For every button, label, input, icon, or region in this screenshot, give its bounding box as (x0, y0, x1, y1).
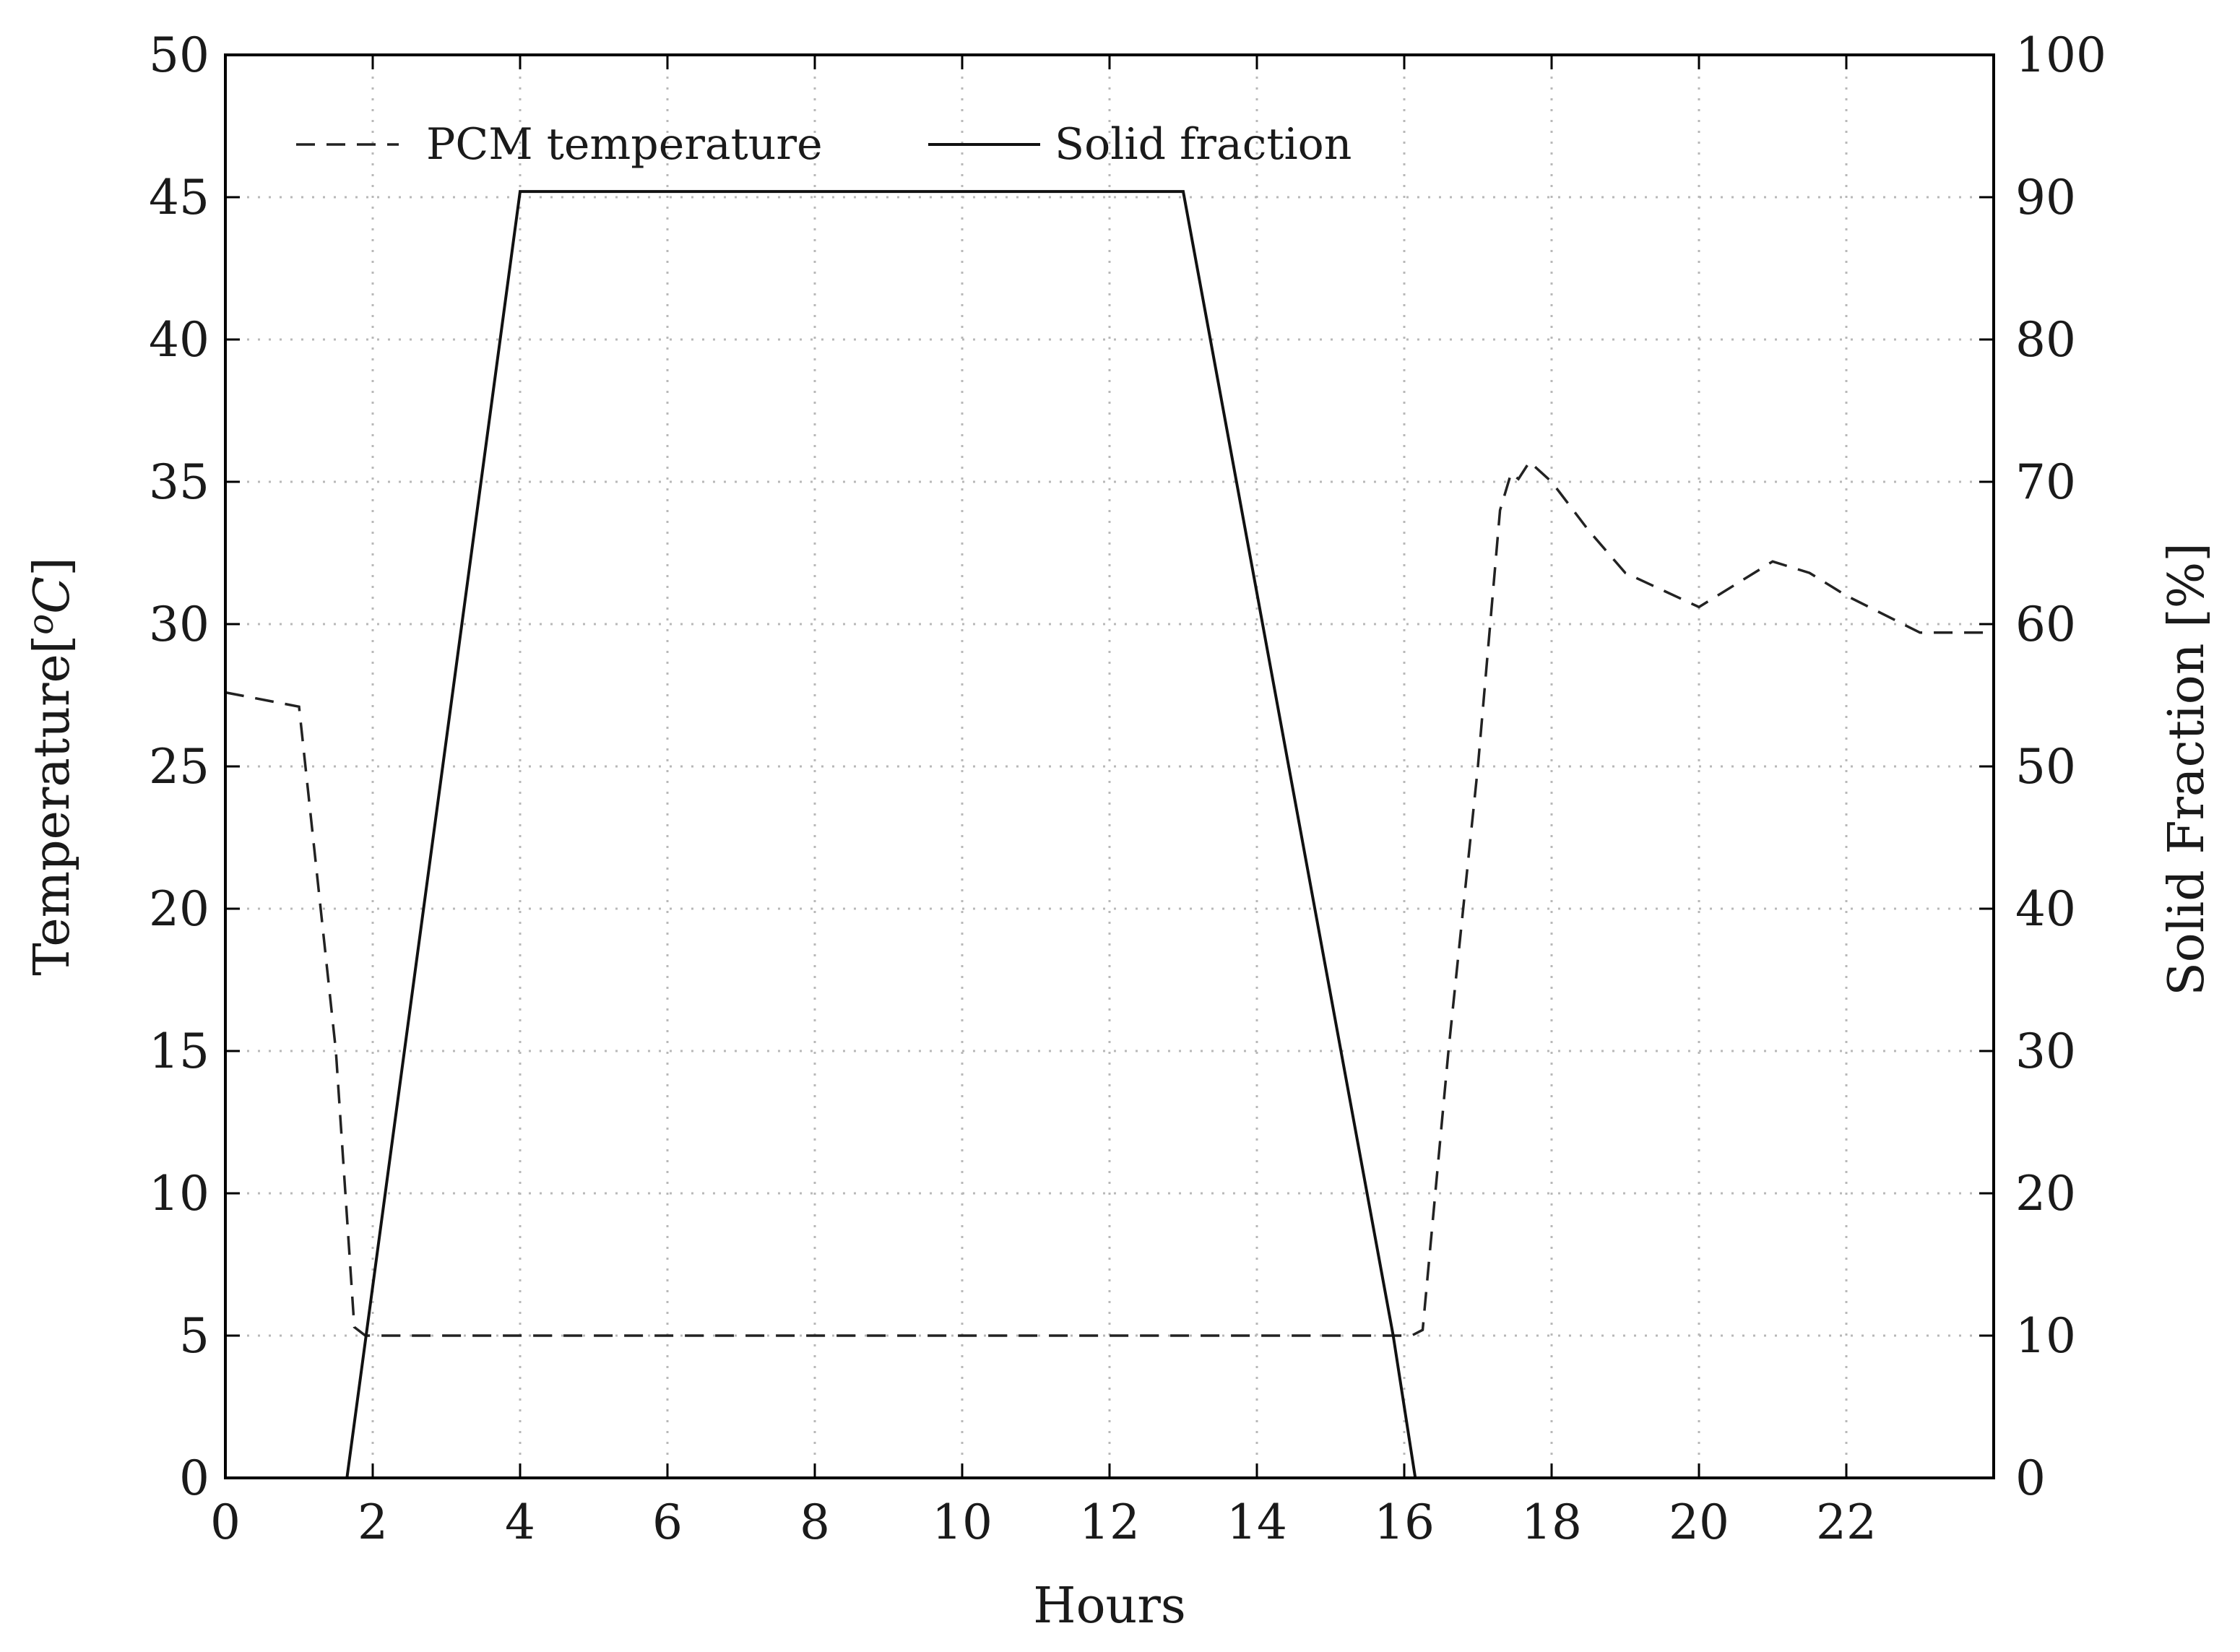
y-left-tick-label: 45 (149, 170, 209, 225)
y-right-tick-label: 40 (2015, 881, 2076, 937)
y-right-tick-label: 80 (2015, 312, 2076, 368)
x-tick-label: 12 (1079, 1495, 1140, 1550)
x-tick-label: 6 (652, 1495, 683, 1550)
y-left-tick-label: 25 (149, 739, 209, 795)
y-left-tick-label: 35 (149, 454, 209, 510)
x-tick-label: 22 (1816, 1495, 1877, 1550)
x-axis-title: Hours (1033, 1578, 1185, 1635)
legend-label-pcm-temperature: PCM temperature (426, 119, 823, 170)
y-left-tick-label: 10 (149, 1166, 209, 1221)
y-left-tick-label: 20 (149, 881, 209, 937)
x-tick-label: 8 (800, 1495, 830, 1550)
y-left-tick-label: 15 (149, 1024, 209, 1079)
x-tick-label: 18 (1521, 1495, 1582, 1550)
y-right-tick-label: 100 (2015, 27, 2106, 83)
y-axis-title-left: Temperature[oC] (21, 557, 81, 975)
y-left-tick-label: 5 (179, 1308, 209, 1364)
x-tick-label: 4 (505, 1495, 535, 1550)
y-right-tick-label: 60 (2015, 597, 2076, 652)
y-left-tick-label: 40 (149, 312, 209, 368)
series-line-solid-fraction (345, 190, 1417, 1479)
axis-ticks (224, 53, 1994, 1479)
y-left-tick-label: 50 (149, 27, 209, 83)
x-tick-label: 20 (1669, 1495, 1729, 1550)
y-right-tick-label: 90 (2015, 170, 2076, 225)
y-axis-title-right: Solid Fraction [%] (2158, 542, 2215, 996)
plot-frame (224, 53, 1995, 1479)
tick-labels: 0 2 4 6 8 10 12 14 16 18 20 22 0 5 10 15 20 25 30 35 40 45 50 0… (149, 27, 2106, 1550)
x-tick-label: 16 (1374, 1495, 1435, 1550)
series-line-pcm-temperature (225, 459, 1994, 1337)
x-tick-label: 14 (1227, 1495, 1287, 1550)
y-left-tick-label: 0 (179, 1450, 209, 1506)
x-tick-label: 10 (932, 1495, 993, 1550)
x-tick-label: 0 (210, 1495, 241, 1550)
y-right-tick-label: 70 (2015, 454, 2076, 510)
y-right-tick-label: 20 (2015, 1166, 2076, 1221)
y-right-tick-label: 0 (2015, 1450, 2046, 1506)
y-right-tick-label: 30 (2015, 1024, 2076, 1079)
y-right-tick-label: 10 (2015, 1308, 2076, 1364)
y-right-tick-label: 50 (2015, 739, 2076, 795)
legend: PCM temperature Solid fraction (296, 119, 1352, 170)
legend-label-solid-fraction: Solid fraction (1055, 119, 1352, 170)
y-left-tick-label: 30 (149, 597, 209, 652)
series-group (225, 190, 1994, 1479)
x-tick-label: 2 (358, 1495, 388, 1550)
grid (225, 55, 1994, 1478)
